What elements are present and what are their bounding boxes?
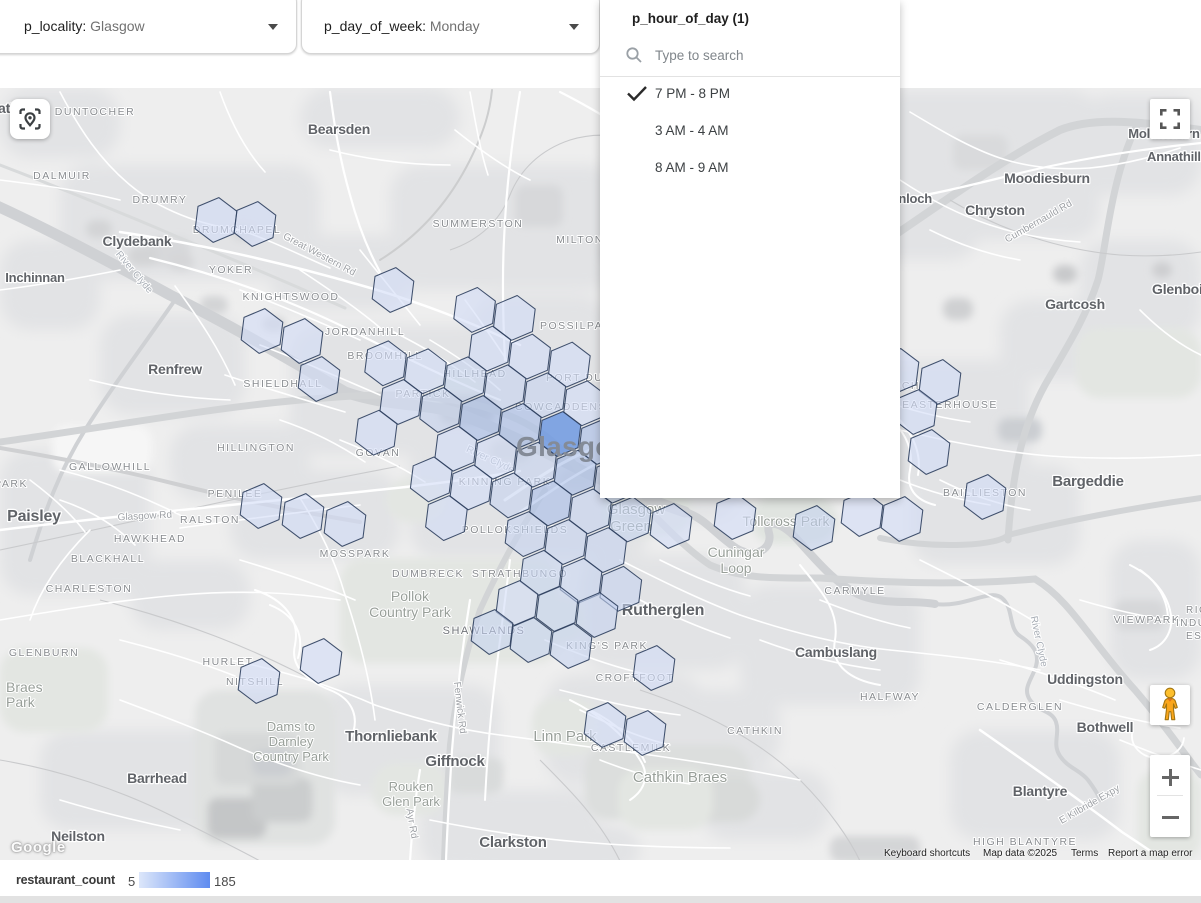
svg-text:Rutherglen: Rutherglen: [622, 602, 704, 619]
svg-text:Glen Park: Glen Park: [382, 794, 440, 809]
svg-text:Cuningar: Cuningar: [708, 544, 765, 560]
svg-text:Paisley: Paisley: [7, 508, 61, 525]
svg-text:Renfrew: Renfrew: [148, 361, 202, 377]
svg-text:CATHKIN: CATHKIN: [727, 725, 783, 737]
svg-text:RIG: RIG: [1186, 605, 1201, 616]
svg-text:DRUMRY: DRUMRY: [133, 194, 188, 206]
svg-text:Giffnock: Giffnock: [425, 753, 485, 770]
svg-text:HURLET: HURLET: [202, 656, 253, 668]
svg-text:Linn Park: Linn Park: [533, 728, 597, 745]
svg-text:MOSSPARK: MOSSPARK: [320, 548, 391, 560]
svg-text:Inchinnan: Inchinnan: [5, 270, 65, 285]
svg-text:INDU: INDU: [1176, 618, 1201, 629]
svg-text:DUNTOCHER: DUNTOCHER: [55, 106, 135, 118]
svg-text:HIGH BLANTYRE: HIGH BLANTYRE: [973, 836, 1077, 848]
svg-text:Country Park: Country Park: [253, 749, 329, 764]
svg-text:Dams to: Dams to: [267, 719, 315, 734]
svg-text:Country Park: Country Park: [369, 604, 452, 620]
svg-text:CHARLESTON: CHARLESTON: [46, 583, 133, 595]
svg-text:Rouken: Rouken: [389, 779, 434, 794]
svg-text:Gartcosh: Gartcosh: [1045, 296, 1105, 312]
svg-text:E PARK: E PARK: [0, 478, 28, 490]
svg-text:Chryston: Chryston: [965, 202, 1025, 218]
svg-text:VIEWPARK: VIEWPARK: [1114, 614, 1181, 626]
svg-text:CALDERGLEN: CALDERGLEN: [977, 701, 1063, 713]
svg-text:HALFWAY: HALFWAY: [860, 691, 920, 703]
svg-text:BLACKHALL: BLACKHALL: [71, 553, 145, 565]
svg-text:Bothwell: Bothwell: [1077, 719, 1134, 735]
svg-text:Glenboig: Glenboig: [1152, 281, 1201, 297]
svg-text:Pollok: Pollok: [391, 588, 430, 604]
svg-text:Darnley: Darnley: [269, 734, 314, 749]
svg-text:Cathkin Braes: Cathkin Braes: [633, 769, 727, 786]
svg-text:HAWKHEAD: HAWKHEAD: [114, 533, 186, 545]
svg-text:SUMMERSTON: SUMMERSTON: [433, 218, 524, 230]
svg-text:Uddingston: Uddingston: [1047, 671, 1123, 687]
svg-text:Bargeddie: Bargeddie: [1052, 473, 1124, 490]
svg-text:YOKER: YOKER: [209, 264, 253, 276]
svg-text:Cambuslang: Cambuslang: [795, 644, 877, 660]
svg-text:Bearsden: Bearsden: [308, 121, 370, 137]
svg-text:Blantyre: Blantyre: [1013, 783, 1068, 799]
svg-text:HILLINGTON: HILLINGTON: [217, 442, 295, 454]
svg-text:DUMBRECK: DUMBRECK: [392, 568, 464, 580]
svg-text:JORDANHILL: JORDANHILL: [325, 326, 405, 338]
svg-text:RALSTON: RALSTON: [180, 514, 240, 526]
svg-text:Clarkston: Clarkston: [479, 834, 546, 851]
svg-text:Moodiesburn: Moodiesburn: [1004, 170, 1090, 186]
svg-text:POSSILPARK: POSSILPARK: [540, 320, 621, 332]
svg-text:Park: Park: [6, 694, 36, 710]
svg-text:GALLOWHILL: GALLOWHILL: [69, 461, 151, 473]
svg-text:GLENBURN: GLENBURN: [9, 647, 79, 659]
svg-text:Braes: Braes: [6, 679, 43, 695]
svg-text:Glasgow Rd: Glasgow Rd: [117, 510, 172, 524]
svg-text:Annathill: Annathill: [1147, 149, 1201, 164]
svg-text:Neilston: Neilston: [51, 828, 105, 844]
svg-text:ES: ES: [1186, 631, 1201, 642]
svg-text:Clydebank: Clydebank: [103, 233, 172, 249]
svg-text:CARMYLE: CARMYLE: [824, 585, 885, 597]
svg-text:Barrhead: Barrhead: [127, 770, 187, 786]
svg-text:Loop: Loop: [720, 560, 751, 576]
svg-text:DALMUIR: DALMUIR: [33, 170, 91, 182]
svg-text:KNIGHTSWOOD: KNIGHTSWOOD: [243, 291, 340, 303]
svg-text:MILTON: MILTON: [556, 234, 604, 246]
svg-text:Thornliebank: Thornliebank: [345, 728, 438, 745]
